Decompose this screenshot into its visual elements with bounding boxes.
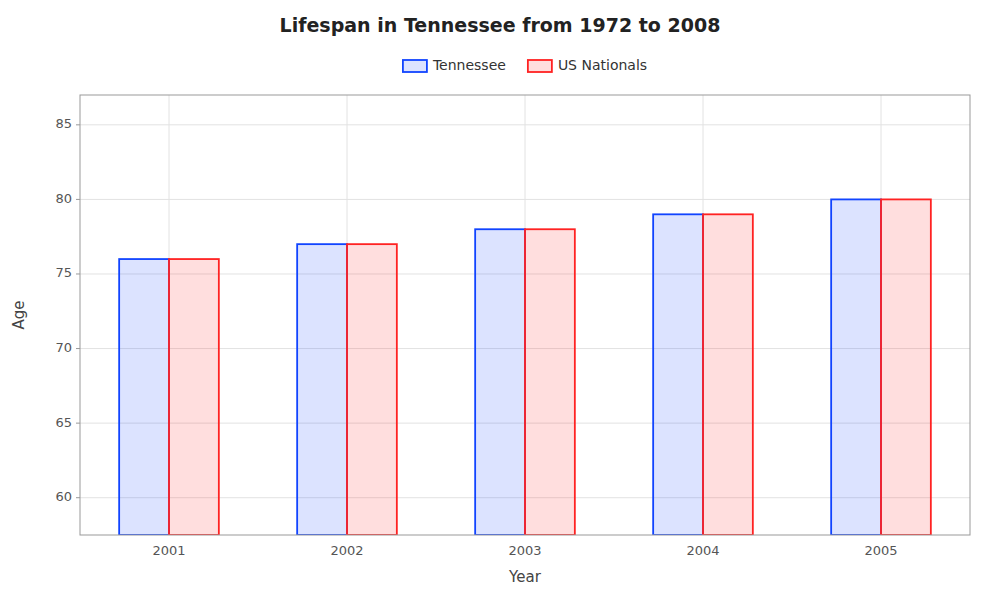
legend-label: US Nationals <box>558 57 647 73</box>
plot-frame <box>80 95 970 535</box>
bars <box>119 199 931 535</box>
grid <box>80 95 970 535</box>
bar <box>703 214 753 535</box>
bar <box>169 259 219 535</box>
y-axis-label: Age <box>10 300 28 329</box>
bar <box>653 214 703 535</box>
legend-label: Tennessee <box>432 57 506 73</box>
y-tick <box>76 273 80 274</box>
bar <box>297 244 347 535</box>
bar <box>475 229 525 535</box>
legend-swatch <box>528 60 552 72</box>
x-tick-label: 2003 <box>508 543 541 558</box>
bar <box>119 259 169 535</box>
y-tick-label: 65 <box>55 415 72 430</box>
background <box>0 0 1000 600</box>
y-tick <box>76 423 80 424</box>
y-tick <box>76 348 80 349</box>
bar <box>881 199 931 535</box>
x-axis-label: Year <box>508 568 542 586</box>
x-tick-label: 2005 <box>864 543 897 558</box>
legend: Tennessee US Nationals <box>403 57 647 73</box>
x-tick-label: 2004 <box>686 543 719 558</box>
y-tick <box>76 124 80 125</box>
y-tick-label: 70 <box>55 340 72 355</box>
bar <box>525 229 575 535</box>
chart: 60 65 70 75 80 85 2001 2002 2003 2004 2005 Lifespan… <box>0 0 1000 600</box>
y-tick-label: 60 <box>55 489 72 504</box>
y-tick <box>76 199 80 200</box>
y-tick-label: 80 <box>55 191 72 206</box>
title: Lifespan in Tennessee from 1972 to 2008 <box>280 14 721 36</box>
x-tick-label: 2002 <box>330 543 363 558</box>
bar <box>831 199 881 535</box>
legend-swatch <box>403 60 427 72</box>
y-tick <box>76 497 80 498</box>
bar <box>347 244 397 535</box>
x-tick-label: 2001 <box>152 543 185 558</box>
y-tick-label: 85 <box>55 116 72 131</box>
y-tick-label: 75 <box>55 265 72 280</box>
